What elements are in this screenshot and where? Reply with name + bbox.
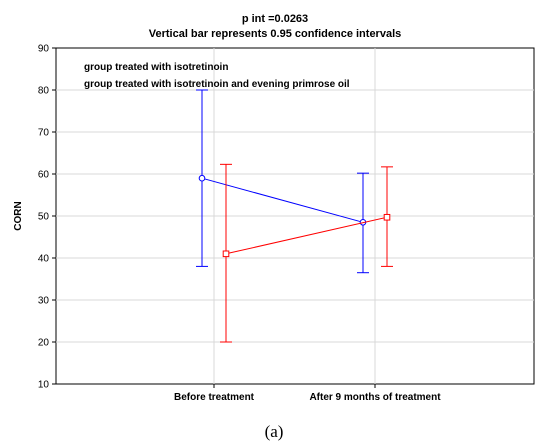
y-tick-label: 70 bbox=[38, 128, 50, 139]
y-tick-label: 60 bbox=[38, 170, 50, 181]
data-point bbox=[383, 213, 391, 221]
y-tick-label: 50 bbox=[38, 212, 50, 223]
y-tick-label: 90 bbox=[38, 44, 50, 55]
y-tick-label: 10 bbox=[38, 380, 50, 391]
chart-subtitle: Vertical bar represents 0.95 confidence … bbox=[149, 28, 402, 40]
series-line bbox=[201, 177, 364, 223]
x-category-label: Before treatment bbox=[174, 392, 255, 403]
plot-area: 10 20 30 40 50 60 70 80 90 Before treatment After … bbox=[38, 44, 535, 403]
y-tick-label: 20 bbox=[38, 338, 50, 349]
series-line bbox=[225, 216, 388, 255]
y-tick-label: 80 bbox=[38, 86, 50, 97]
y-tick-label: 30 bbox=[38, 296, 50, 307]
y-axis-label: CORN bbox=[13, 201, 24, 230]
data-point bbox=[222, 250, 230, 258]
legend-entry: group treated with isotretinoin bbox=[84, 62, 228, 73]
y-tick-label: 40 bbox=[38, 254, 50, 265]
figure-caption: (a) bbox=[265, 422, 284, 441]
data-point bbox=[198, 174, 206, 182]
x-category-label: After 9 months of treatment bbox=[309, 392, 441, 403]
chart-title: p int =0.0263 bbox=[242, 13, 308, 25]
legend-entry: group treated with isotretinoin and even… bbox=[84, 79, 350, 90]
